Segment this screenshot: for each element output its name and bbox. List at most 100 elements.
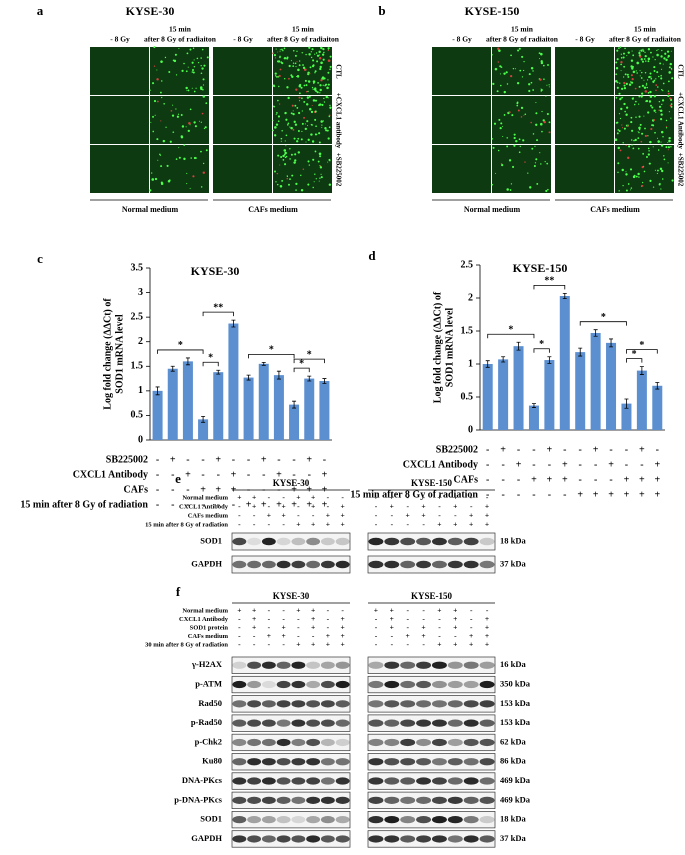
foci <box>543 78 545 80</box>
significance-mark: * <box>299 358 304 369</box>
error-bar <box>516 341 521 351</box>
foci <box>625 171 627 173</box>
foci <box>660 141 662 143</box>
treatment-sign: + <box>291 499 297 510</box>
treatment-sign: + <box>577 489 583 500</box>
blot-frame <box>231 733 351 752</box>
foci <box>312 88 314 90</box>
blot-frame <box>231 532 351 551</box>
foci <box>656 71 659 74</box>
foci <box>615 61 618 64</box>
foci <box>620 57 623 59</box>
foci <box>291 75 294 78</box>
foci <box>192 175 195 178</box>
foci <box>193 90 196 93</box>
significance-mark: * <box>508 325 513 336</box>
foci <box>661 68 663 70</box>
foci <box>310 123 313 126</box>
foci <box>629 168 633 171</box>
foci <box>303 84 306 87</box>
blot-band <box>479 835 495 843</box>
blot-band <box>261 758 276 766</box>
row-label: +CXCL1 antibody <box>334 93 342 149</box>
condition-sign: - <box>391 520 394 529</box>
blot-band <box>431 661 447 669</box>
blot-band <box>247 816 262 824</box>
foci <box>643 86 647 89</box>
foci <box>667 162 669 164</box>
foci <box>324 127 327 130</box>
foci <box>635 70 637 72</box>
blot-band <box>431 816 447 824</box>
foci <box>631 67 634 70</box>
column-header: 15 min <box>511 25 534 34</box>
foci <box>630 81 632 83</box>
foci <box>652 80 655 83</box>
micrograph <box>432 47 491 95</box>
foci <box>632 175 636 179</box>
blot-band <box>447 835 463 843</box>
foci <box>617 129 620 131</box>
foci <box>300 189 304 192</box>
foci <box>501 164 504 167</box>
condition-sign: + <box>311 614 315 623</box>
foci <box>319 155 322 158</box>
foci <box>175 158 178 161</box>
foci <box>289 148 291 150</box>
foci <box>517 109 520 112</box>
blot-band <box>463 816 479 824</box>
foci <box>200 72 203 75</box>
blot-band <box>416 738 432 747</box>
foci <box>627 51 630 54</box>
foci <box>540 88 542 90</box>
foci <box>492 82 495 85</box>
foci <box>649 179 652 183</box>
treatment-sign: + <box>261 499 267 510</box>
foci <box>303 116 306 119</box>
foci <box>534 162 537 164</box>
foci <box>631 77 634 81</box>
foci <box>508 111 511 114</box>
blot-band <box>416 835 432 843</box>
band-size: 350 kDa <box>500 679 531 689</box>
error-bar <box>216 369 221 375</box>
y-tick-label: 3 <box>138 287 143 298</box>
foci <box>503 72 506 75</box>
foci <box>636 61 640 65</box>
blot-band <box>447 680 463 689</box>
condition-sign: - <box>327 493 330 502</box>
foci <box>630 139 633 141</box>
foci <box>304 127 307 131</box>
foci <box>660 144 664 147</box>
condition-sign: + <box>311 640 315 649</box>
foci <box>290 74 293 77</box>
foci <box>523 69 525 72</box>
foci <box>619 149 622 152</box>
condition-sign: + <box>281 502 285 511</box>
band-size: 153 kDa <box>500 717 531 727</box>
foci <box>641 132 644 135</box>
foci <box>637 131 639 133</box>
foci <box>329 106 332 109</box>
blot-band <box>320 816 335 824</box>
foci <box>546 84 548 86</box>
micrograph <box>273 96 332 144</box>
foci <box>201 112 204 115</box>
foci <box>327 97 329 99</box>
foci <box>297 111 301 115</box>
bar <box>243 377 254 440</box>
foci <box>321 103 324 107</box>
foci <box>532 70 534 72</box>
blot-band <box>384 560 400 569</box>
blot-band <box>400 719 416 727</box>
foci <box>626 125 629 128</box>
foci <box>547 64 549 66</box>
blot-band <box>247 700 262 708</box>
treatment-sign: - <box>548 459 551 470</box>
blot-band <box>368 816 384 824</box>
band-label: γ-H2AX <box>191 659 223 669</box>
foci <box>318 180 320 182</box>
foci <box>657 86 659 88</box>
error-bar <box>170 365 175 372</box>
condition-sign: + <box>469 511 473 520</box>
